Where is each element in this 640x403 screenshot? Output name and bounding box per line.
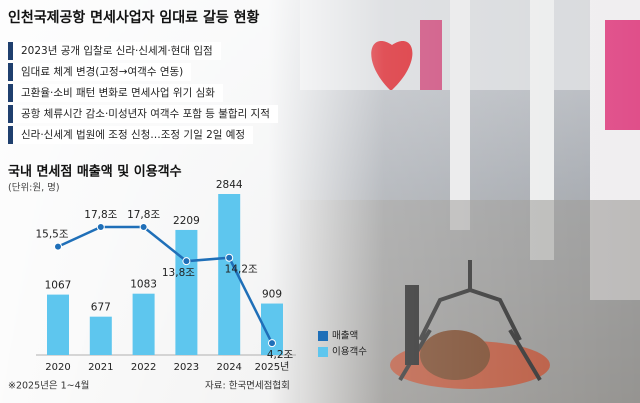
bar-label: 1083 bbox=[130, 279, 157, 291]
title: 인천국제공항 면세사업자 임대료 갈등 현황 bbox=[8, 9, 259, 26]
bar bbox=[132, 293, 155, 355]
bar bbox=[89, 316, 112, 355]
bar bbox=[175, 229, 198, 355]
chart-title: 국내 면세점 매출액 및 이용객수 bbox=[8, 164, 182, 180]
line-label: 17,8조 bbox=[84, 209, 117, 221]
line-label: 13,8조 bbox=[162, 267, 195, 279]
bullet: 임대료 체계 변경(고정→여객수 연동) bbox=[8, 63, 192, 81]
line-point bbox=[139, 223, 148, 231]
line-point bbox=[96, 223, 105, 231]
note: ※2025년은 1~4월 bbox=[8, 380, 89, 392]
bar bbox=[47, 294, 69, 355]
bar-label: 1067 bbox=[45, 280, 72, 292]
x-tick-label: 2020 bbox=[45, 362, 70, 373]
bullet: 고환율·소비 패턴 변화로 면세사업 위기 심화 bbox=[8, 84, 223, 102]
x-tick-label: 2024 bbox=[216, 362, 241, 373]
bar-label: 909 bbox=[262, 289, 282, 301]
line bbox=[57, 225, 274, 344]
line-point bbox=[54, 242, 62, 251]
bar-label: 2209 bbox=[173, 215, 200, 227]
line-label: 4,2조 bbox=[267, 349, 294, 361]
x-tick-label: 2021 bbox=[88, 362, 113, 373]
bar bbox=[261, 303, 283, 355]
bar-label: 2844 bbox=[216, 179, 243, 191]
x-tick-label: 2023 bbox=[174, 362, 199, 373]
bar-label: 677 bbox=[91, 302, 111, 314]
legend-label: 이용객수 bbox=[332, 347, 367, 358]
bullet: 공항 체류시간 감소·미성년자 여객수 포함 등 불합리 지적 bbox=[8, 105, 278, 123]
line-label: 15,5조 bbox=[35, 229, 68, 241]
legend-label: 매출액 bbox=[332, 330, 358, 342]
line-point bbox=[268, 339, 276, 348]
line-label: 14,2조 bbox=[225, 264, 258, 276]
bullet: 2023년 공개 입찰로 신라·신세계·현대 입점 bbox=[8, 42, 221, 60]
x-tick-label: 2022 bbox=[131, 362, 156, 373]
line-point bbox=[225, 253, 234, 262]
legend-swatch bbox=[318, 331, 328, 341]
x-tick-label: 2025년 bbox=[255, 361, 290, 373]
source: 자료: 한국면세점협회 bbox=[205, 380, 290, 392]
bullet: 신라·신세계 법원에 조정 신청…조정 기일 2일 예정 bbox=[8, 126, 254, 144]
line-point bbox=[182, 257, 191, 266]
legend-swatch bbox=[318, 347, 328, 357]
line-label: 17,8조 bbox=[127, 209, 160, 221]
bar bbox=[218, 194, 241, 355]
unit: (단위:원, 명) bbox=[8, 182, 60, 194]
